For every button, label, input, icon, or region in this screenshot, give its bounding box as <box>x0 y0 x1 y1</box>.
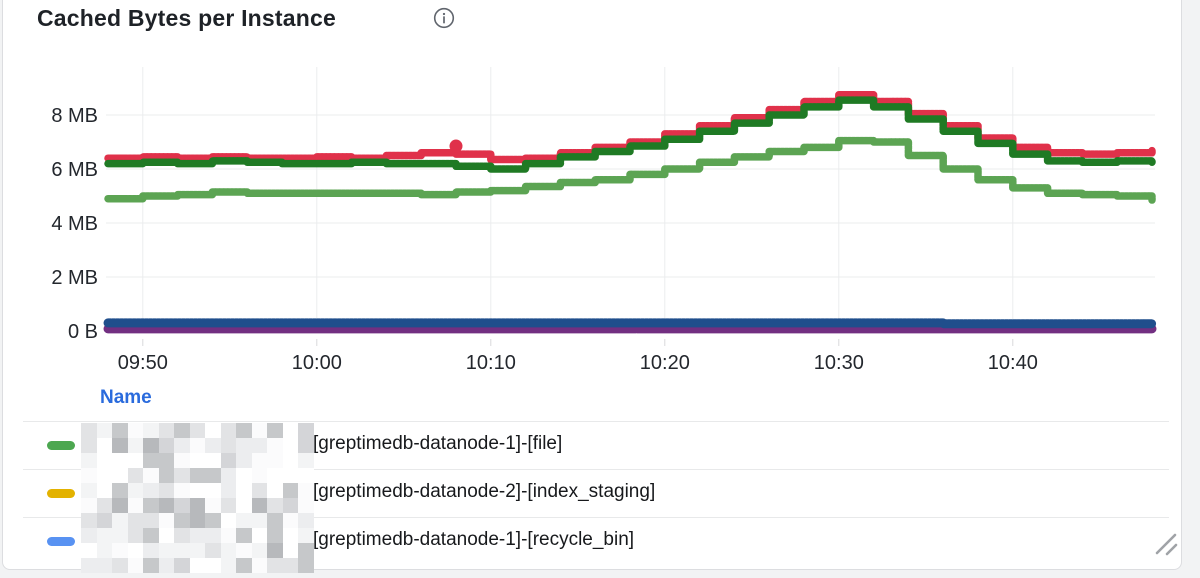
series-label: [greptimedb-datanode-1]-[recycle_bin] <box>313 529 635 550</box>
y-axis-tick-label: 8 MB <box>51 105 98 127</box>
x-axis-tick-label: 10:20 <box>640 352 690 374</box>
x-axis-tick-label: 10:30 <box>814 352 864 374</box>
series-light-green <box>104 136 1156 204</box>
series-dark-blue <box>103 318 1157 329</box>
x-axis-tick-label: 10:40 <box>988 352 1038 374</box>
legend-name-header[interactable]: Name <box>100 387 152 408</box>
panel-card: Cached Bytes per Instance 0 B 2 MB 4 MB 6 M… <box>2 0 1182 573</box>
x-axis-tick-label: 10:10 <box>466 352 516 374</box>
y-axis-tick-label: 2 MB <box>51 267 98 289</box>
series-color-marker <box>47 441 75 450</box>
legend-row[interactable]: [greptimedb-datanode-2]-[index_staging] <box>23 469 1169 518</box>
panel-title: Cached Bytes per Instance <box>37 5 337 31</box>
x-axis-tick-label: 09:50 <box>118 352 168 374</box>
series-label: [greptimedb-datanode-1]-[file] <box>313 433 563 454</box>
series-color-marker <box>47 489 75 498</box>
legend-row[interactable]: [greptimedb-datanode-1]-[file] <box>23 421 1169 470</box>
y-axis-tick-label: 0 B <box>68 321 98 343</box>
legend-row[interactable]: [greptimedb-datanode-1]-[recycle_bin] <box>23 517 1169 566</box>
series-color-marker <box>47 537 75 546</box>
series-red-outlier-point <box>449 139 463 153</box>
redacted-text-mosaic <box>81 423 314 573</box>
x-axis-tick-label: 10:00 <box>292 352 342 374</box>
info-icon[interactable] <box>433 7 455 29</box>
y-axis-tick-label: 4 MB <box>51 213 98 235</box>
series-red <box>104 91 1156 164</box>
series-dark-green <box>104 96 1156 173</box>
series-label: [greptimedb-datanode-2]-[index_staging] <box>313 481 656 502</box>
time-series-chart[interactable]: 0 B 2 MB 4 MB 6 MB 8 MB 09:50 10:00 10:10 10:20 1… <box>3 61 1200 391</box>
y-axis-tick-label: 6 MB <box>51 159 98 181</box>
panel-resize-handle[interactable] <box>1147 525 1181 559</box>
